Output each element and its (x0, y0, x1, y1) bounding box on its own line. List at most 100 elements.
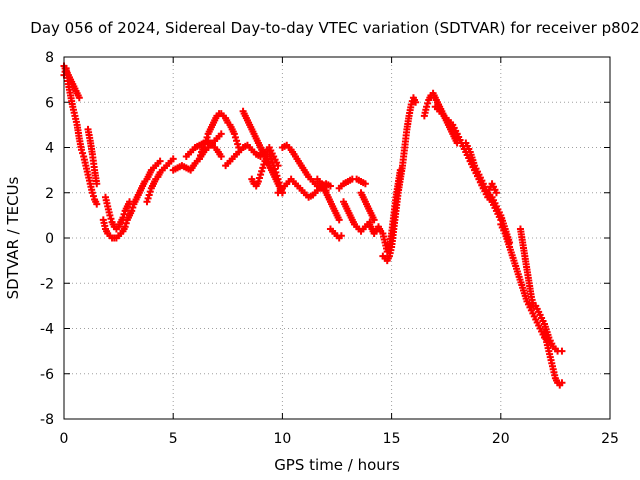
series-arc-mid-left (84, 125, 101, 188)
series-arc-22-b (540, 329, 566, 389)
chart-title: Day 056 of 2024, Sidereal Day-to-day VTE… (30, 19, 639, 37)
data-point (144, 194, 152, 202)
series-arc-20-21 (497, 220, 548, 342)
data-point (107, 215, 115, 223)
data-point (120, 210, 128, 218)
series-arc-12-left (326, 225, 345, 242)
data-points (60, 62, 566, 389)
data-point (75, 94, 83, 102)
y-axis-title: SDTVAR / TECUs (4, 176, 22, 299)
x-tick-label: 15 (383, 431, 401, 447)
data-point (270, 162, 278, 170)
series-arc-16-17 (420, 89, 461, 147)
data-point (234, 140, 242, 148)
series-arc-13b (357, 189, 378, 224)
data-point (337, 232, 345, 240)
data-point (274, 175, 282, 183)
data-point (407, 101, 415, 109)
series-arc-trough (99, 157, 164, 242)
data-point (106, 211, 114, 219)
data-point (255, 174, 263, 182)
y-tick-labels: -8 -6 -4 -2 0 2 4 6 8 (40, 50, 54, 428)
data-point (275, 179, 283, 187)
data-point (424, 99, 432, 107)
data-point (93, 180, 101, 188)
data-point (272, 168, 280, 176)
data-point (257, 171, 265, 179)
data-point (93, 200, 101, 208)
data-point (121, 223, 129, 231)
series-arc-12 (313, 175, 343, 224)
data-point (89, 192, 97, 200)
series-arc-21-b (516, 225, 538, 310)
data-point (119, 214, 127, 222)
data-point (231, 133, 239, 141)
data-point (230, 130, 238, 138)
data-point (326, 182, 334, 190)
x-axis-title: GPS time / hours (274, 456, 400, 474)
series-arc-15b (379, 166, 404, 256)
data-point (77, 146, 85, 154)
x-tick-labels: 0 5 10 15 20 25 (60, 431, 619, 447)
data-point (128, 207, 136, 215)
data-point (269, 158, 277, 166)
data-point (558, 347, 566, 355)
data-point (195, 155, 203, 163)
data-point (88, 189, 96, 197)
data-point (233, 137, 241, 145)
data-point (259, 164, 267, 172)
data-point (267, 155, 275, 163)
data-point (79, 149, 87, 157)
data-point (146, 188, 154, 196)
data-point (203, 133, 211, 141)
data-point (143, 198, 151, 206)
y-tick-label: -2 (40, 276, 54, 292)
data-point (254, 177, 262, 185)
data-point (558, 379, 566, 387)
y-tick-label: 8 (45, 50, 54, 66)
data-point (129, 203, 137, 211)
y-tick-label: -4 (40, 322, 54, 338)
data-point (361, 180, 369, 188)
series-arc-peak-7b (182, 137, 225, 161)
y-tick-label: 6 (45, 95, 54, 111)
y-tick-label: -6 (40, 367, 54, 383)
series-arc-rise (143, 155, 177, 206)
data-point (258, 167, 266, 175)
data-point (271, 165, 279, 173)
data-point (370, 216, 378, 224)
y-tick-label: -8 (40, 412, 54, 428)
series-arc-early (60, 64, 101, 208)
data-point (145, 191, 153, 199)
x-tick-label: 10 (273, 431, 291, 447)
data-point (217, 130, 225, 138)
data-point (273, 172, 281, 180)
x-tick-label: 25 (601, 431, 619, 447)
x-tick-label: 0 (60, 431, 69, 447)
series-arc-14 (366, 220, 385, 237)
y-tick-label: 0 (45, 231, 54, 247)
data-point (156, 157, 164, 165)
data-point (396, 166, 404, 174)
x-tick-label: 5 (169, 431, 178, 447)
data-point (335, 216, 343, 224)
plot-frame (63, 56, 611, 420)
x-tick-label: 20 (492, 431, 510, 447)
series-arc-upper-left (60, 62, 83, 102)
data-point (217, 153, 225, 161)
y-tick-label: 4 (45, 141, 54, 157)
data-point (126, 198, 134, 206)
series-arc-trough-b (101, 193, 134, 233)
data-point (169, 155, 177, 163)
data-point (492, 189, 500, 197)
series-arc-12-13 (335, 175, 369, 192)
data-point (197, 151, 204, 159)
y-tick-label: 2 (45, 186, 54, 202)
series-arc-13 (340, 198, 374, 235)
series-arc-9-loop (248, 150, 286, 197)
data-point (122, 219, 130, 227)
data-point (412, 98, 420, 106)
data-point (260, 160, 268, 168)
data-point (423, 103, 431, 111)
